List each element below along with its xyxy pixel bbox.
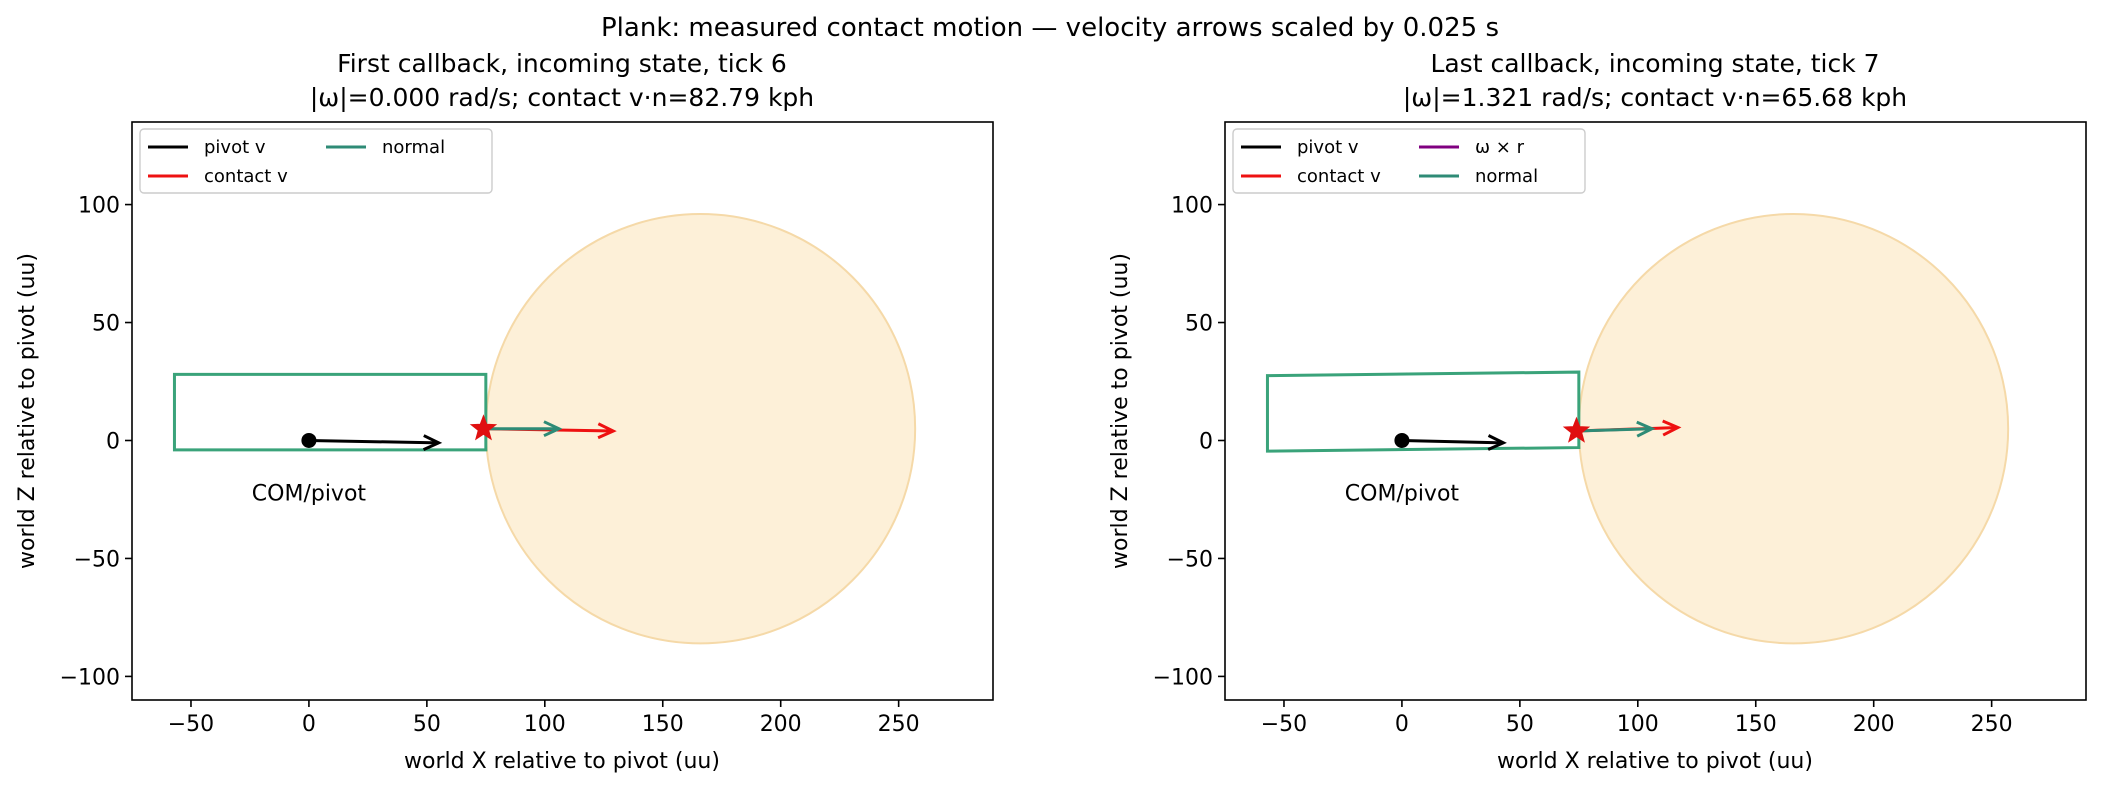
legend-item: ω × r (1419, 137, 1525, 158)
plank-outline (172, 372, 488, 452)
x-tick-label: 0 (1395, 712, 1409, 737)
x-axis-label: world X relative to pivot (uu) (404, 749, 720, 774)
x-tick-label: 200 (760, 712, 802, 737)
pivot-label: COM/pivot (252, 481, 367, 506)
legend-item: contact v (148, 166, 288, 187)
pivot-v-arrow (1401, 434, 1507, 451)
x-tick-label: 250 (1971, 712, 2013, 737)
normal-arrow (1576, 420, 1656, 438)
normal-arrow (483, 420, 563, 438)
y-axis-label: world Z relative to pivot (uu) (15, 253, 40, 569)
contact-point-star (469, 414, 498, 441)
y-axis: −100 −50 0 50 100 (60, 194, 132, 690)
panel-title-line1: Last callback, incoming state, tick 7 (1430, 49, 1879, 78)
x-axis-label: world X relative to pivot (uu) (1497, 749, 1813, 774)
plank-outline (1265, 370, 1581, 453)
y-tick-label: −50 (1167, 547, 1213, 572)
y-tick-label: 0 (106, 429, 120, 454)
contact-point-star (1562, 416, 1591, 443)
x-axis: −50 0 50 100 150 200 250 (168, 700, 920, 737)
y-tick-label: 0 (1199, 429, 1213, 454)
figure-title: Plank: measured contact motion — velocit… (601, 13, 1499, 43)
x-axis: −50 0 50 100 150 200 250 (1261, 700, 2013, 737)
y-axis-label: world Z relative to pivot (uu) (1108, 253, 1133, 569)
legend-box (1232, 128, 1586, 194)
y-tick-label: 100 (1171, 194, 1213, 219)
y-tick-label: −50 (74, 547, 120, 572)
legend-label: normal (1475, 166, 1538, 187)
axes-frame (1224, 121, 2087, 701)
legend: pivot v contact v normal (139, 128, 493, 194)
x-tick-label: 100 (1617, 712, 1659, 737)
panel-title-line2: |ω|=1.321 rad/s; contact v·n=65.68 kph (1403, 83, 1907, 112)
pivot-label: COM/pivot (1345, 481, 1460, 506)
legend-label: contact v (204, 166, 288, 187)
pivot-point (301, 432, 317, 448)
y-tick-label: 50 (1185, 312, 1213, 337)
y-tick-label: −100 (1153, 665, 1213, 690)
x-tick-label: 150 (1735, 712, 1777, 737)
plot-area: COM/pivot (1265, 213, 2010, 645)
panel-first-callback: First callback, incoming state, tick 6 |… (15, 49, 994, 774)
panel-title-line2: |ω|=0.000 rad/s; contact v·n=82.79 kph (310, 83, 814, 112)
y-tick-label: 50 (92, 312, 120, 337)
x-tick-label: 50 (413, 712, 441, 737)
x-tick-label: 200 (1853, 712, 1895, 737)
x-tick-label: −50 (168, 712, 214, 737)
pivot-point (1394, 432, 1410, 448)
panel-title-line1: First callback, incoming state, tick 6 (337, 49, 787, 78)
x-tick-label: 150 (642, 712, 684, 737)
x-tick-label: −50 (1261, 712, 1307, 737)
panel-last-callback: Last callback, incoming state, tick 7 |ω… (1108, 49, 2087, 774)
plot-area: COM/pivot (172, 213, 917, 645)
legend-label: pivot v (204, 137, 266, 158)
x-tick-label: 250 (878, 712, 920, 737)
y-axis: −100 −50 0 50 100 (1153, 194, 1225, 690)
legend-box (139, 128, 493, 194)
legend-item: pivot v (1241, 137, 1359, 158)
y-tick-label: −100 (60, 665, 120, 690)
legend-item: normal (326, 137, 445, 158)
legend-label: pivot v (1297, 137, 1359, 158)
legend-label: ω × r (1475, 137, 1525, 158)
legend-label: normal (382, 137, 445, 158)
axes-frame (131, 121, 994, 701)
pivot-v-arrow (308, 434, 443, 451)
x-tick-label: 0 (302, 712, 316, 737)
legend: pivot v contact v ω × r normal (1232, 128, 1586, 194)
legend-item: contact v (1241, 166, 1381, 187)
x-tick-label: 50 (1506, 712, 1534, 737)
legend-item: pivot v (148, 137, 266, 158)
legend-label: contact v (1297, 166, 1381, 187)
legend-item: normal (1419, 166, 1538, 187)
x-tick-label: 100 (524, 712, 566, 737)
y-tick-label: 100 (78, 194, 120, 219)
